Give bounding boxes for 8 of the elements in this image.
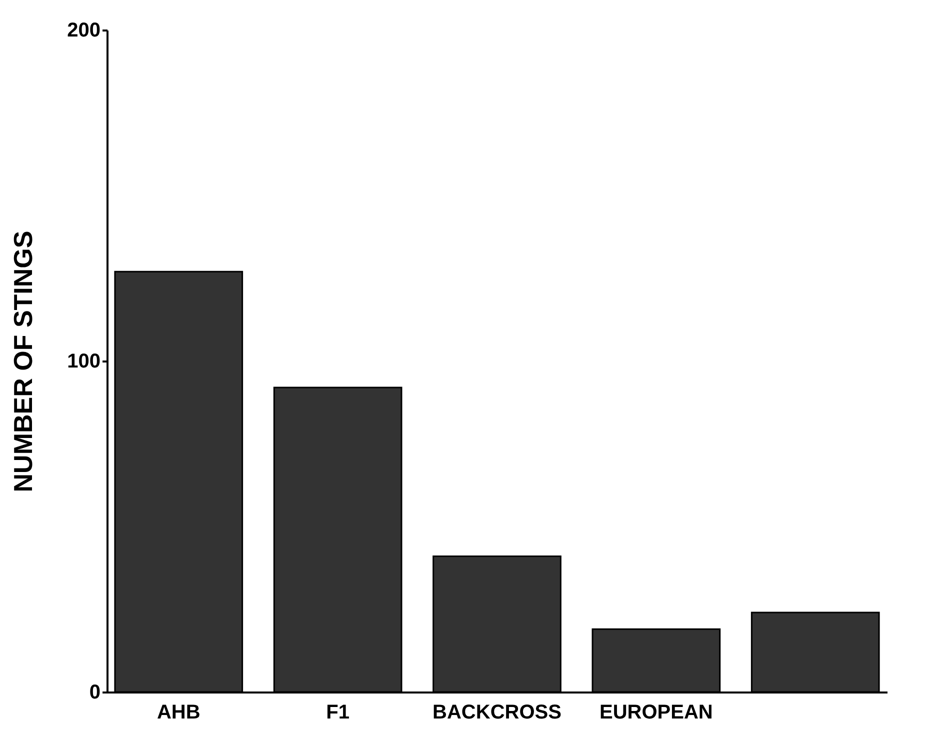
y-axis-title: NUMBER OF STINGS	[8, 230, 38, 492]
x-tick-label: F1	[326, 702, 350, 724]
x-tick-label: AHB	[156, 702, 200, 724]
y-tick-label: 200	[67, 20, 100, 42]
x-tick-label: EUROPEAN	[600, 702, 713, 724]
y-tick-label: 0	[89, 682, 100, 704]
y-tick-label: 100	[67, 350, 100, 372]
x-tick-label: BACKCROSS	[432, 702, 562, 724]
